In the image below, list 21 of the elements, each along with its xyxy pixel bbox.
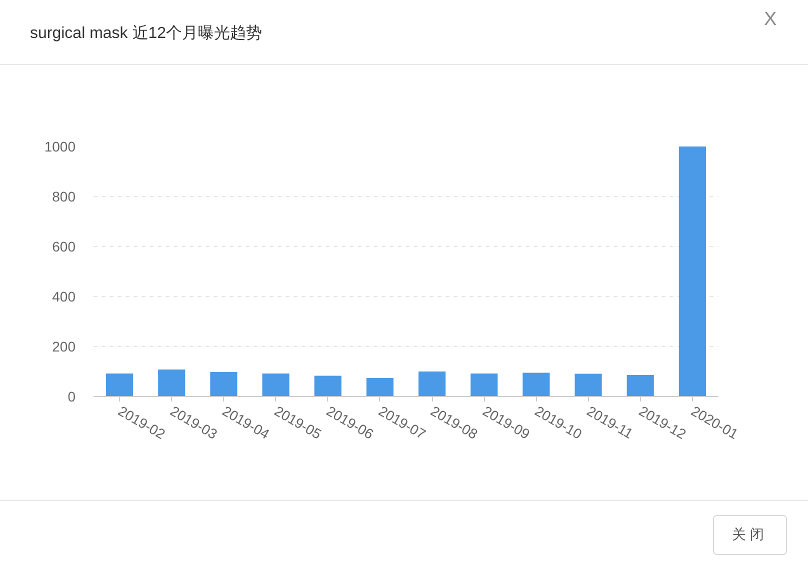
- bar: [418, 372, 446, 396]
- bar: [158, 370, 186, 396]
- button: 关闭: [713, 515, 787, 555]
- y-tick-label: 400: [52, 288, 76, 304]
- y-tick-label: 0: [68, 388, 76, 404]
- bar: [678, 146, 706, 396]
- y-tick-label: 600: [52, 238, 76, 254]
- chart-title: surgical mask 近12个月曝光趋势: [30, 24, 262, 44]
- bar: [626, 375, 654, 396]
- bar: [522, 372, 550, 396]
- y-tick-label: 1000: [44, 138, 76, 154]
- y-tick-label: 800: [52, 188, 76, 204]
- text: X: [764, 8, 777, 32]
- bar: [366, 378, 394, 396]
- bar: [574, 374, 602, 396]
- bar: [106, 374, 134, 396]
- bar: [262, 374, 290, 396]
- bar: [210, 372, 238, 396]
- bar: [470, 374, 498, 396]
- y-tick-label: 200: [52, 338, 76, 354]
- bar: [314, 376, 342, 396]
